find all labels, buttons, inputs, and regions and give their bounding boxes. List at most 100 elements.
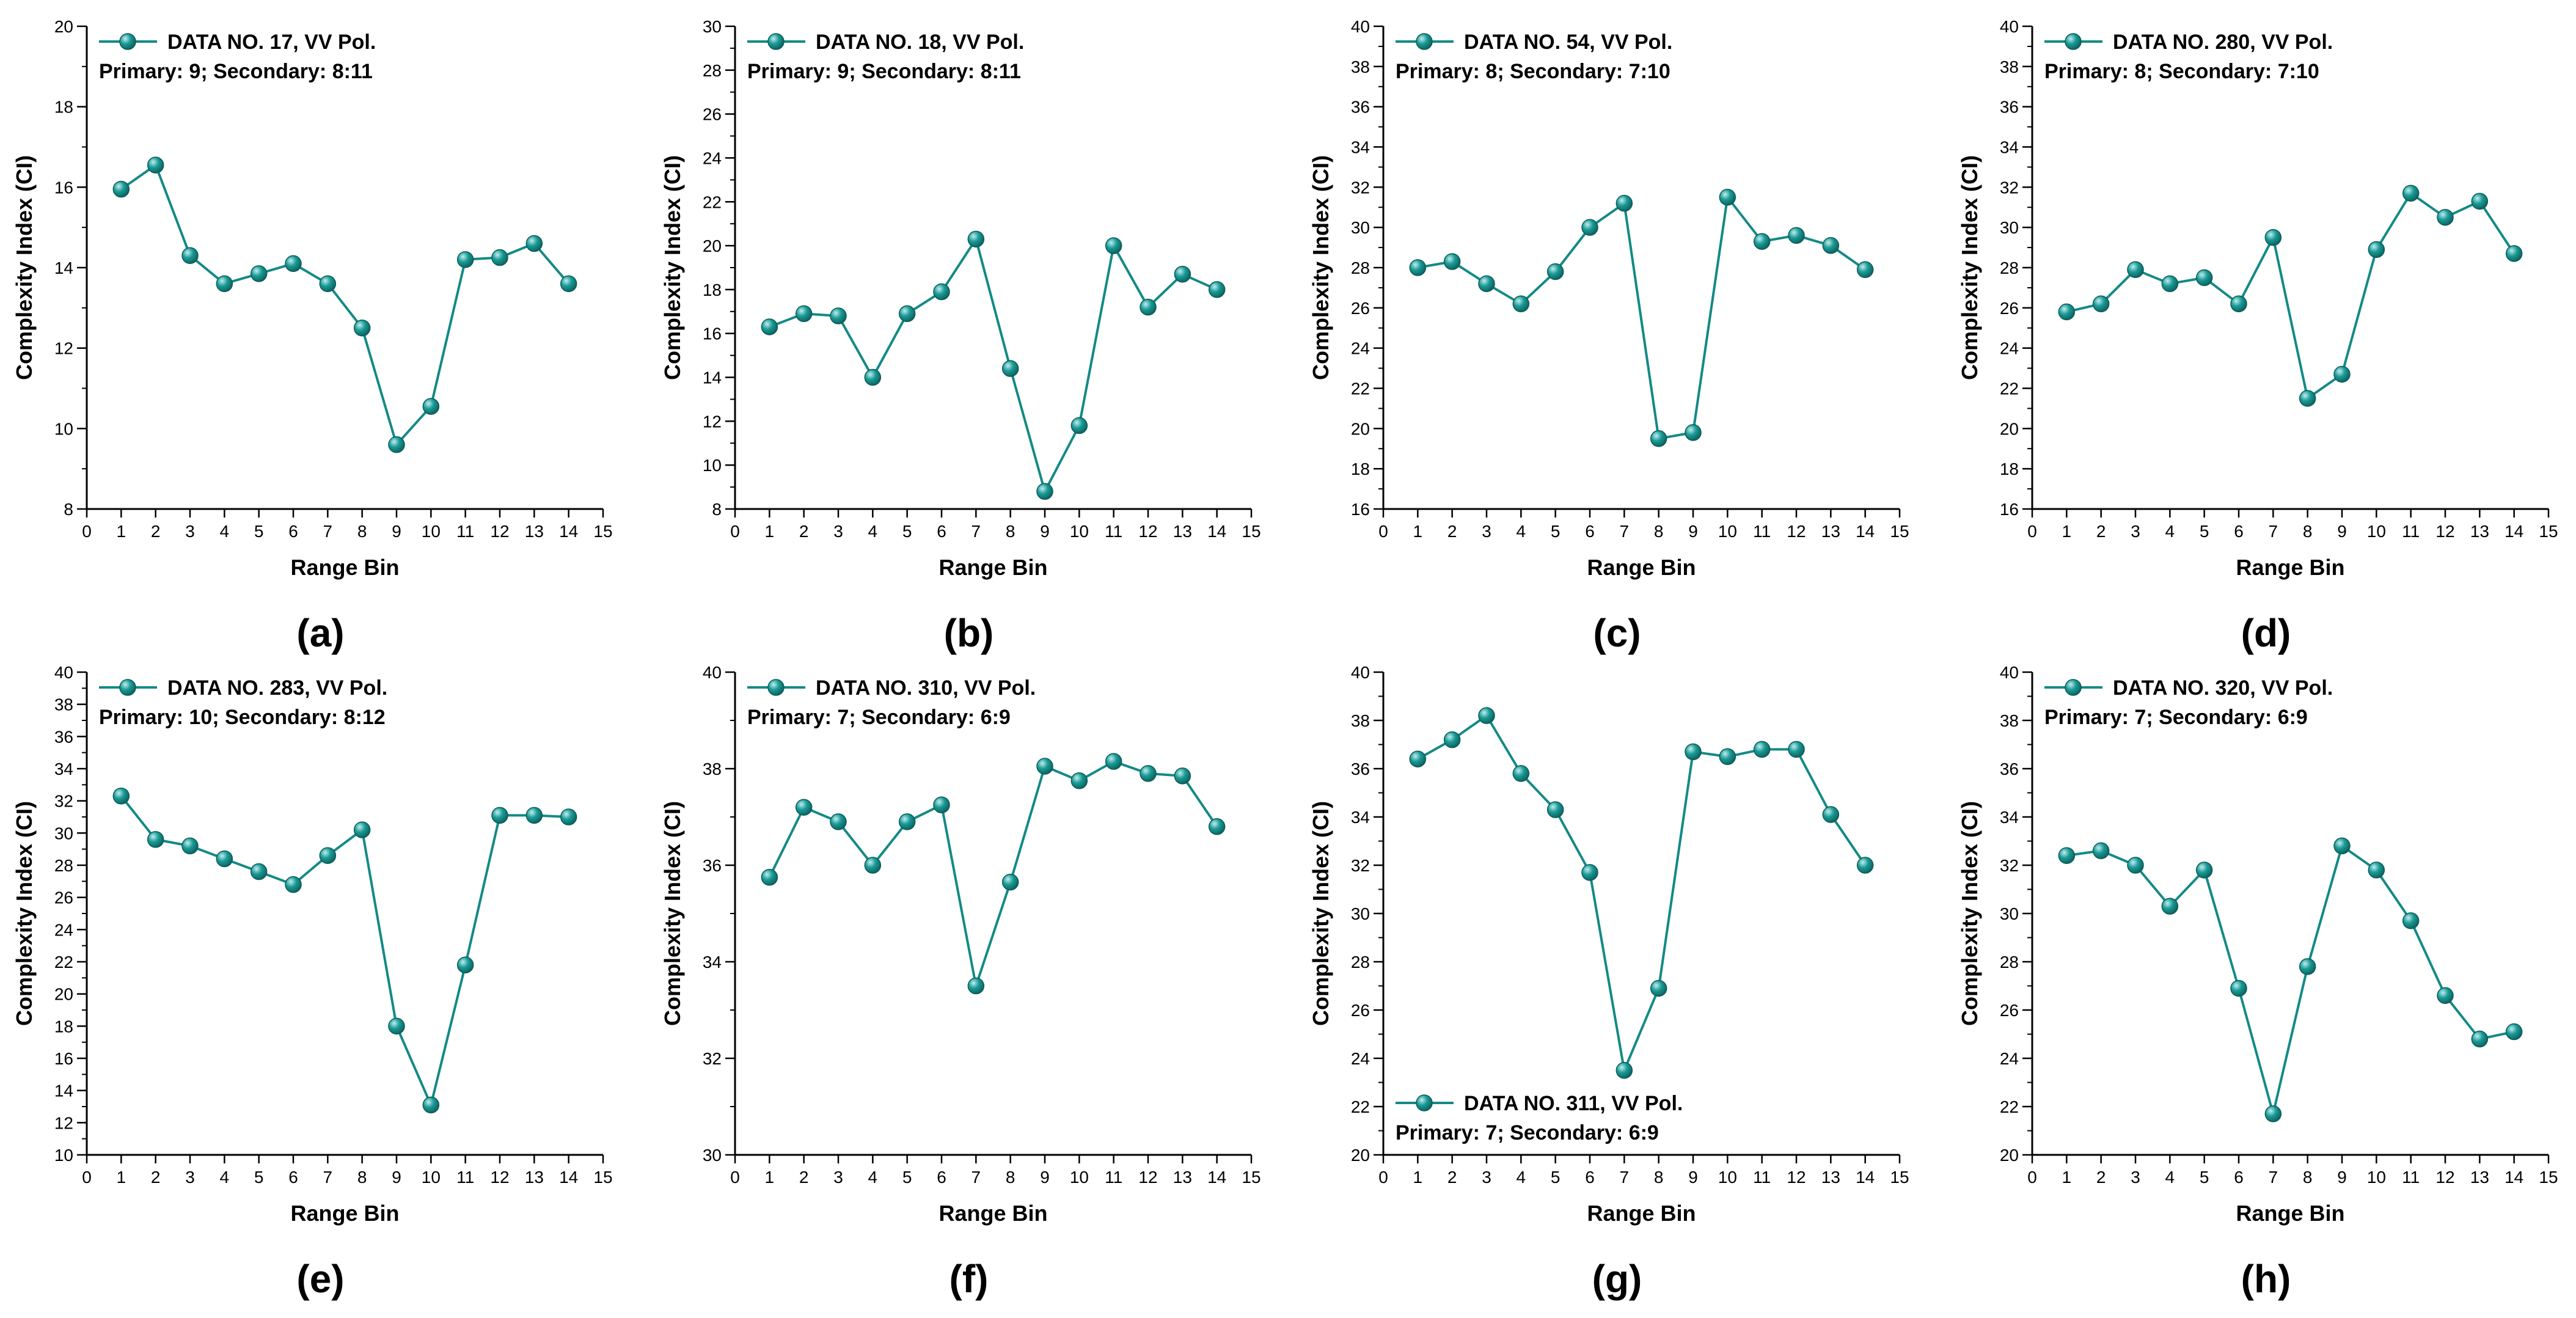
x-axis-title: Range Bin bbox=[1587, 555, 1696, 580]
x-tick-label: 3 bbox=[1482, 1168, 1491, 1187]
x-tick-label: 8 bbox=[1654, 1168, 1664, 1187]
x-tick-label: 15 bbox=[1890, 1168, 1909, 1187]
data-point bbox=[1615, 1062, 1633, 1079]
y-tick-label: 18 bbox=[1351, 459, 1370, 478]
data-point bbox=[1719, 189, 1736, 206]
y-tick-label: 14 bbox=[54, 258, 73, 277]
y-tick-label: 20 bbox=[703, 236, 722, 255]
data-point bbox=[1753, 741, 1771, 758]
y-tick-label: 28 bbox=[2000, 953, 2019, 972]
y-axis-title: Complexity Index (CI) bbox=[660, 801, 685, 1026]
y-tick-label: 28 bbox=[2000, 258, 2019, 277]
x-tick-label: 14 bbox=[1856, 1168, 1875, 1187]
x-tick-label: 0 bbox=[82, 522, 92, 541]
annotation-note: Primary: 7; Secondary: 6:9 bbox=[1396, 1121, 1659, 1144]
data-point bbox=[2127, 261, 2144, 279]
y-tick-label: 36 bbox=[1351, 98, 1370, 117]
x-tick-label: 6 bbox=[2234, 1168, 2244, 1187]
x-tick-label: 1 bbox=[765, 522, 775, 541]
data-point bbox=[1070, 417, 1088, 434]
x-tick-label: 11 bbox=[456, 1168, 474, 1187]
x-tick-label: 0 bbox=[2027, 1168, 2037, 1187]
data-point bbox=[1581, 219, 1598, 236]
y-tick-label: 12 bbox=[54, 339, 73, 358]
data-point bbox=[422, 1096, 440, 1114]
data-point bbox=[1001, 873, 1019, 891]
x-tick-label: 2 bbox=[2096, 1168, 2106, 1187]
y-tick-label: 22 bbox=[1351, 1097, 1370, 1116]
x-tick-label: 12 bbox=[2435, 1168, 2454, 1187]
y-tick-label: 28 bbox=[703, 61, 722, 80]
x-tick-label: 6 bbox=[1585, 1168, 1595, 1187]
x-tick-label: 7 bbox=[1620, 1168, 1630, 1187]
x-tick-label: 11 bbox=[1753, 522, 1771, 541]
y-tick-label: 12 bbox=[703, 412, 722, 431]
x-tick-label: 12 bbox=[2435, 522, 2454, 541]
x-tick-label: 8 bbox=[1654, 522, 1664, 541]
x-tick-label: 8 bbox=[1006, 522, 1015, 541]
data-point bbox=[1443, 731, 1461, 749]
x-tick-label: 15 bbox=[1242, 1168, 1261, 1187]
y-tick-label: 34 bbox=[54, 760, 73, 778]
x-tick-label: 6 bbox=[937, 522, 946, 541]
panel-label: (d) bbox=[2241, 611, 2291, 655]
x-tick-label: 9 bbox=[392, 522, 401, 541]
x-tick-label: 3 bbox=[2131, 522, 2140, 541]
data-point bbox=[147, 156, 164, 174]
data-point bbox=[1615, 194, 1633, 212]
panel-label: (f) bbox=[950, 1257, 989, 1301]
data-point bbox=[864, 857, 882, 874]
y-tick-label: 30 bbox=[1351, 904, 1370, 923]
y-tick-label: 16 bbox=[703, 324, 722, 343]
x-tick-label: 11 bbox=[456, 522, 474, 541]
data-point bbox=[2058, 303, 2076, 321]
y-tick-label: 16 bbox=[2000, 500, 2019, 519]
y-tick-label: 26 bbox=[1351, 1001, 1370, 1020]
x-tick-label: 12 bbox=[1138, 522, 1157, 541]
y-tick-label: 8 bbox=[712, 500, 722, 519]
data-point bbox=[761, 869, 778, 886]
legend-marker bbox=[119, 33, 136, 50]
y-tick-label: 12 bbox=[54, 1113, 73, 1132]
x-tick-label: 12 bbox=[1787, 522, 1806, 541]
y-tick-label: 16 bbox=[54, 1049, 73, 1068]
x-tick-label: 5 bbox=[902, 1168, 912, 1187]
y-tick-label: 34 bbox=[703, 953, 722, 972]
x-axis-title: Range Bin bbox=[290, 1201, 399, 1226]
data-point bbox=[2092, 295, 2110, 312]
annotation-note: Primary: 9; Secondary: 8:11 bbox=[747, 60, 1021, 83]
x-tick-label: 1 bbox=[2062, 522, 2072, 541]
chart-panel: 0 1 2 3 4 5 6 7 8 9 10 11 12 13 14 15810121416182022242… bbox=[660, 17, 1261, 655]
annotation-note: Primary: 8; Secondary: 7:10 bbox=[2044, 60, 2319, 83]
x-tick-label: 2 bbox=[799, 522, 809, 541]
y-tick-label: 32 bbox=[54, 792, 73, 811]
series-line bbox=[2066, 844, 2515, 1115]
x-tick-label: 5 bbox=[1551, 522, 1561, 541]
y-tick-label: 22 bbox=[1351, 379, 1370, 398]
x-tick-label: 14 bbox=[559, 1168, 578, 1187]
y-tick-label: 8 bbox=[64, 500, 73, 519]
x-tick-label: 13 bbox=[2470, 1168, 2489, 1187]
data-point bbox=[2264, 229, 2282, 246]
y-tick-label: 38 bbox=[1351, 57, 1370, 76]
series-line bbox=[768, 760, 1218, 987]
data-point bbox=[1105, 753, 1122, 770]
x-tick-label: 5 bbox=[254, 522, 264, 541]
legend-label: DATA NO. 311, VV Pol. bbox=[1464, 1092, 1683, 1115]
y-tick-label: 16 bbox=[54, 178, 73, 197]
data-point bbox=[2264, 1105, 2282, 1122]
x-tick-label: 11 bbox=[2402, 522, 2420, 541]
data-point bbox=[1036, 758, 1053, 775]
data-point bbox=[1822, 806, 1840, 823]
x-tick-label: 15 bbox=[1242, 522, 1261, 541]
y-tick-label: 30 bbox=[2000, 904, 2019, 923]
y-tick-label: 24 bbox=[703, 148, 722, 167]
data-point bbox=[1512, 295, 1530, 312]
y-tick-label: 22 bbox=[54, 953, 73, 972]
y-tick-label: 20 bbox=[54, 17, 73, 36]
x-tick-label: 13 bbox=[1821, 1168, 1840, 1187]
x-tick-label: 7 bbox=[323, 522, 333, 541]
x-axis-title: Range Bin bbox=[290, 555, 399, 580]
y-tick-label: 38 bbox=[1351, 711, 1370, 730]
legend: DATA NO. 280, VV Pol. Primary: 8; Seconda… bbox=[2044, 31, 2333, 83]
